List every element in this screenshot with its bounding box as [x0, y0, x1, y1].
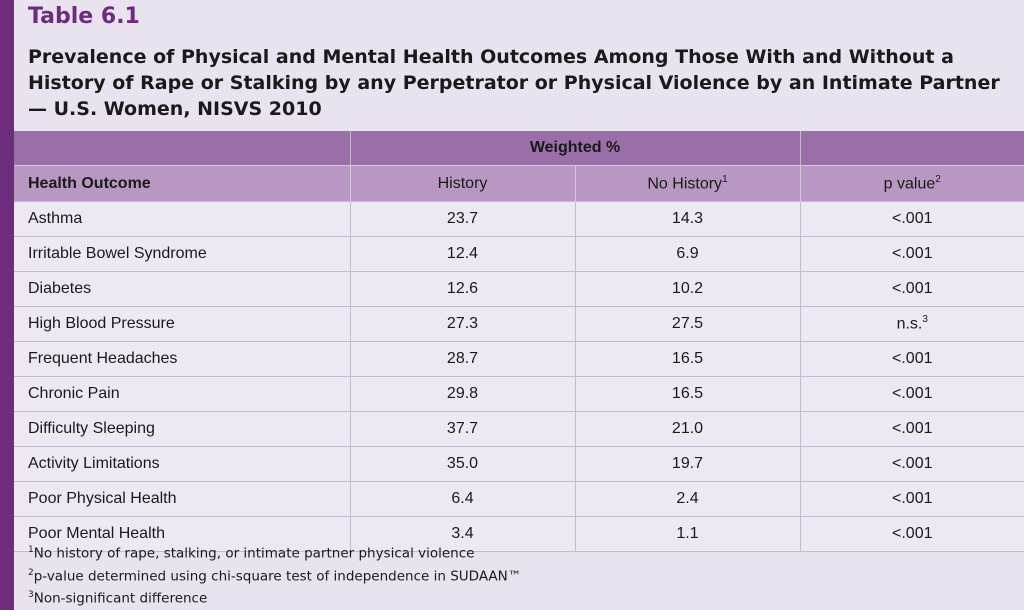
- footnote-text: Non-significant difference: [33, 590, 208, 607]
- footnote-text: No history of rape, stalking, or intimat…: [33, 545, 475, 562]
- history-cell: 37.7: [349, 411, 575, 447]
- column-header-no-history-label: No History: [647, 175, 723, 193]
- p-value-cell: <.001: [799, 481, 1024, 517]
- outcome-cell: Poor Mental Health: [14, 516, 350, 552]
- outcome-cell: Diabetes: [14, 271, 350, 307]
- footnotes: 1No history of rape, stalking, or intima…: [28, 541, 521, 609]
- no-history-cell: 16.5: [574, 376, 800, 412]
- footnote-text: p-value determined using chi-square test…: [33, 568, 522, 584]
- p-value-cell: <.001: [799, 376, 1024, 412]
- column-header-row: Health Outcome History No History1 p val…: [14, 165, 1024, 202]
- table-label: Table 6.1: [28, 4, 140, 29]
- group-header-empty-right: [799, 131, 1024, 166]
- footnote-mark: 1: [722, 173, 728, 185]
- p-value-cell: <.001: [799, 516, 1024, 552]
- column-header-no-history: No History1: [574, 165, 800, 202]
- table-body: Asthma 23.7 14.3 <.001 Irritable Bowel Syndr…: [14, 201, 1024, 552]
- group-header-row: Weighted %: [14, 131, 1024, 166]
- table-row: Frequent Headaches 28.7 16.5 <.001: [14, 341, 1024, 377]
- no-history-cell: 27.5: [574, 306, 800, 342]
- no-history-cell: 21.0: [574, 411, 800, 447]
- group-header-empty: [14, 131, 350, 166]
- footnote-mark: 2: [28, 567, 34, 578]
- footnote-item: 2p-value determined using chi-square tes…: [28, 564, 521, 587]
- p-value-text: <.001: [892, 245, 933, 262]
- footnote-mark: 3: [28, 590, 34, 600]
- footnote-mark: 2: [935, 173, 941, 185]
- table-row: Poor Physical Health 6.4 2.4 <.001: [14, 481, 1024, 517]
- table-row: High Blood Pressure 27.3 27.5 n.s.3: [14, 306, 1024, 342]
- history-cell: 27.3: [349, 306, 575, 342]
- table-row: Poor Mental Health 3.4 1.1 <.001: [14, 516, 1024, 552]
- no-history-cell: 19.7: [574, 446, 800, 482]
- footnote-mark: 1: [28, 545, 34, 555]
- table-title: Prevalence of Physical and Mental Health…: [28, 46, 1000, 120]
- footnote-item: 3Non-significant difference: [28, 586, 521, 609]
- table-row: Diabetes 12.6 10.2 <.001: [14, 271, 1024, 307]
- history-cell: 3.4: [349, 516, 575, 552]
- column-header-p-value-label: p value: [883, 175, 936, 193]
- p-value-cell: <.001: [799, 446, 1024, 482]
- left-accent-bar: [0, 0, 14, 610]
- no-history-cell: 2.4: [574, 481, 800, 517]
- no-history-cell: 16.5: [574, 341, 800, 377]
- p-value-cell: <.001: [799, 271, 1024, 307]
- group-header-weighted: Weighted %: [349, 131, 800, 166]
- p-value-cell: <.001: [799, 411, 1024, 447]
- p-value-text: <.001: [892, 350, 933, 367]
- history-cell: 35.0: [349, 446, 575, 482]
- history-cell: 28.7: [349, 341, 575, 377]
- history-cell: 12.6: [349, 271, 575, 307]
- table-row: Difficulty Sleeping 37.7 21.0 <.001: [14, 411, 1024, 447]
- p-value-text: n.s.: [896, 315, 923, 333]
- column-header-outcome: Health Outcome: [14, 165, 350, 202]
- p-value-text: <.001: [892, 385, 933, 402]
- outcome-cell: Irritable Bowel Syndrome: [14, 236, 350, 272]
- outcome-cell: High Blood Pressure: [14, 306, 350, 342]
- no-history-cell: 6.9: [574, 236, 800, 272]
- history-cell: 29.8: [349, 376, 575, 412]
- history-cell: 12.4: [349, 236, 575, 272]
- table-row: Activity Limitations 35.0 19.7 <.001: [14, 446, 1024, 482]
- outcome-cell: Difficulty Sleeping: [14, 411, 350, 447]
- outcome-cell: Chronic Pain: [14, 376, 350, 412]
- outcome-cell: Activity Limitations: [14, 446, 350, 482]
- p-value-text: <.001: [892, 420, 933, 437]
- footnote-item: 1No history of rape, stalking, or intima…: [28, 541, 521, 564]
- column-header-history: History: [349, 165, 575, 202]
- p-value-cell: n.s.3: [799, 306, 1024, 342]
- no-history-cell: 14.3: [574, 201, 800, 237]
- p-value-cell: <.001: [799, 236, 1024, 272]
- p-value-cell: <.001: [799, 341, 1024, 377]
- p-value-text: <.001: [892, 490, 933, 507]
- data-table: Weighted % Health Outcome History No His…: [14, 131, 1024, 552]
- outcome-cell: Asthma: [14, 201, 350, 237]
- no-history-cell: 10.2: [574, 271, 800, 307]
- table-row: Asthma 23.7 14.3 <.001: [14, 201, 1024, 237]
- p-value-text: <.001: [892, 210, 933, 227]
- column-header-p-value: p value2: [799, 165, 1024, 202]
- p-value-text: <.001: [892, 455, 933, 472]
- outcome-cell: Poor Physical Health: [14, 481, 350, 517]
- table-row: Chronic Pain 29.8 16.5 <.001: [14, 376, 1024, 412]
- footnote-mark: 3: [922, 314, 928, 326]
- p-value-cell: <.001: [799, 201, 1024, 237]
- history-cell: 6.4: [349, 481, 575, 517]
- table-row: Irritable Bowel Syndrome 12.4 6.9 <.001: [14, 236, 1024, 272]
- outcome-cell: Frequent Headaches: [14, 341, 350, 377]
- no-history-cell: 1.1: [574, 516, 800, 552]
- history-cell: 23.7: [349, 201, 575, 237]
- p-value-text: <.001: [892, 280, 933, 297]
- p-value-text: <.001: [892, 525, 933, 542]
